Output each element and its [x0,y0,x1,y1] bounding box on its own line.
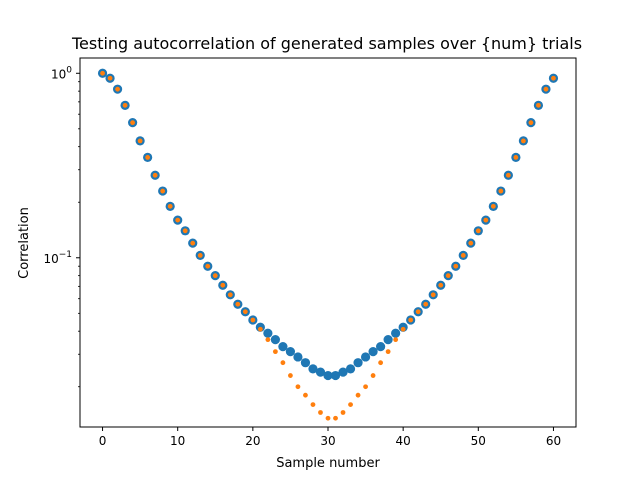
series-2-point [272,349,278,355]
series-2-point [250,317,256,323]
series-1-point [376,342,386,352]
series-2-point [280,360,286,366]
series-2-point [460,253,466,258]
series-2-point [551,75,556,81]
y-tick-label: 10−1 [43,250,72,266]
series-1-point [338,367,348,377]
series-2-point [415,309,421,315]
x-tick-label: 10 [170,434,185,448]
series-2-point [370,373,376,378]
series-2-point [348,402,353,408]
x-tick-label: 0 [99,434,107,448]
series-2-point [303,392,308,398]
series-2-point [197,253,203,258]
series-1-point [391,328,401,338]
y-tick-label: 100 [51,65,72,81]
series-1-point [353,358,363,368]
series-2-point [483,217,489,223]
series-2-point [408,317,414,323]
series-2-point [190,240,196,246]
series-2-point [182,228,188,234]
series-2-point [310,402,316,408]
series-2-point [145,154,151,160]
series-1-point [308,364,318,374]
series-2-point [378,360,384,366]
series-2-point [288,373,293,378]
x-axis-label: Sample number [276,456,380,471]
series-2-point [325,415,331,421]
series-1-point [345,364,356,374]
series-2-point [167,203,173,209]
series-2-point [400,326,406,332]
series-1-point [368,347,378,357]
series-2-point [318,410,323,415]
series-2-point [242,309,248,315]
series-2-point [235,301,241,307]
y-axis-label: Correlation [17,207,32,279]
series-2-point [498,188,504,194]
series-2-point [423,301,429,307]
series-2-point [130,120,136,126]
series-2-point [475,228,481,234]
series-2-point [115,86,120,92]
series-2-point [393,337,399,343]
series-2-point [333,415,338,421]
series-1-point [278,342,288,352]
series-2-point [340,410,346,415]
x-tick-label: 60 [546,434,561,448]
series-2-point [227,292,233,298]
series-2-point [355,392,361,398]
series-2-point [122,102,128,108]
series-2-point [520,138,526,144]
series-2-point [107,75,113,81]
series-1-point [383,335,393,345]
y-axis-ticks: 10−1 100 [43,65,80,388]
series-2-point [543,86,549,92]
series-2-point [445,273,451,279]
series-2-point [160,188,166,194]
series-2-point [536,102,541,108]
series-1-point [315,367,326,377]
chart-title: Testing autocorrelation of generated sam… [71,34,582,53]
series-2-point [205,263,211,269]
series-2-point [438,282,444,288]
series-2-point [513,154,519,160]
series-2-point [453,263,459,269]
x-tick-label: 20 [245,434,260,448]
series-2-point [430,292,436,298]
series-1-point [323,370,333,381]
x-tick-label: 30 [320,434,335,448]
x-tick-label: 40 [396,434,411,448]
series-2-point [175,217,181,223]
series-2-point [137,138,143,144]
series-1-point [293,352,303,362]
series-2-point [152,172,158,178]
series-2-point [220,282,226,288]
plot-area [97,68,559,421]
series-2-point [490,203,496,209]
x-axis-ticks: 0 10 20 30 40 50 60 [99,427,561,448]
series-2-point [363,384,368,390]
series-2-point [528,120,534,126]
series-2-point [212,273,218,279]
series-2-point [468,240,474,246]
series-1-point [285,347,296,357]
series-1-point [270,335,280,345]
series-2-point [505,172,511,178]
series-1-point [360,352,371,362]
series-2-point [265,337,271,343]
series-2-point [295,384,301,390]
series-1-point [300,358,311,368]
series-1-point [263,328,273,338]
series-1-point [330,370,341,381]
series-2-point [385,349,391,355]
series-2-point [257,326,263,332]
x-tick-label: 50 [471,434,486,448]
series-2-point [100,70,105,76]
